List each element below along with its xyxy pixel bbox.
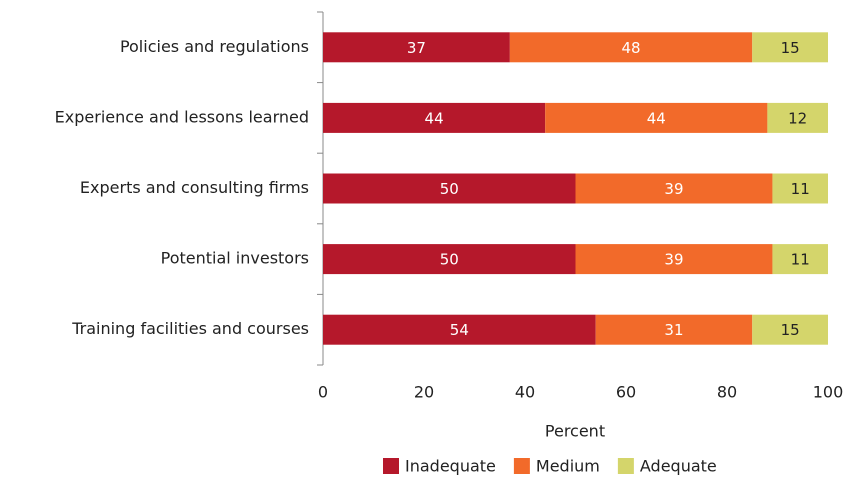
x-tick-label: 20 <box>414 383 434 402</box>
bar-segment <box>575 244 773 275</box>
data-label: 11 <box>791 251 810 269</box>
bar-segment <box>595 314 753 345</box>
bar-segment <box>323 173 576 204</box>
x-tick-label: 0 <box>318 383 328 402</box>
data-label: 37 <box>407 39 426 57</box>
bar-segment <box>772 244 828 275</box>
data-label: 48 <box>622 39 641 57</box>
bar-segment <box>575 173 773 204</box>
data-label: 15 <box>781 39 800 57</box>
y-tick-label: Training facilities and courses <box>71 319 309 338</box>
data-label: 54 <box>450 321 469 339</box>
y-tick-label: Potential investors <box>161 249 309 268</box>
bar-segment <box>767 102 828 133</box>
data-label: 11 <box>791 180 810 198</box>
legend-label: Inadequate <box>405 457 496 476</box>
data-label: 39 <box>664 180 683 198</box>
data-label: 15 <box>781 321 800 339</box>
bar-segment <box>545 102 768 133</box>
x-tick-label: 40 <box>515 383 535 402</box>
legend-swatch <box>383 458 399 474</box>
bar-segment <box>509 32 753 63</box>
bar-segment <box>323 314 596 345</box>
x-axis-label: Percent <box>545 422 605 441</box>
data-label: 44 <box>425 109 444 127</box>
data-label: 44 <box>647 109 666 127</box>
bar-segment <box>772 173 828 204</box>
x-tick-label: 100 <box>813 383 844 402</box>
data-label: 12 <box>788 109 807 127</box>
x-tick-label: 80 <box>717 383 737 402</box>
y-tick-label: Experience and lessons learned <box>55 107 309 126</box>
legend-label: Adequate <box>640 457 717 476</box>
data-label: 50 <box>440 251 459 269</box>
y-tick-label: Experts and consulting firms <box>80 178 309 197</box>
bar-segment <box>323 244 576 275</box>
legend-swatch <box>617 458 634 474</box>
bar-segment <box>752 314 828 345</box>
data-label: 31 <box>664 321 683 339</box>
legend-swatch <box>513 458 530 474</box>
y-tick-label: Policies and regulations <box>120 37 309 56</box>
legend-label: Medium <box>536 457 600 476</box>
bar-segment <box>752 32 828 63</box>
bar-segment <box>323 102 546 133</box>
data-label: 50 <box>440 180 459 198</box>
bar-segment <box>323 32 510 63</box>
data-label: 39 <box>664 251 683 269</box>
x-tick-label: 60 <box>616 383 636 402</box>
